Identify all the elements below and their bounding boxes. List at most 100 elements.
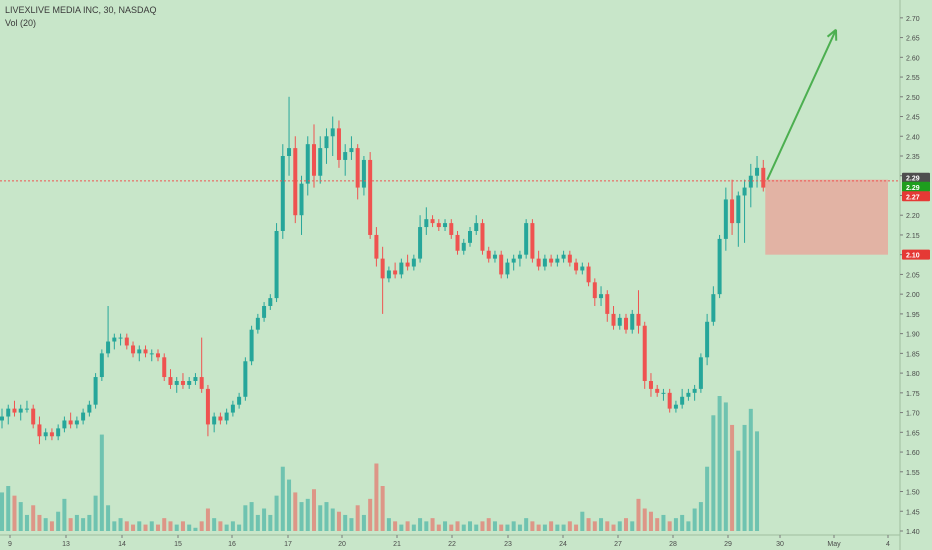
candle-body bbox=[168, 377, 173, 385]
candle-body bbox=[230, 404, 235, 413]
time-tick-label: 20 bbox=[338, 541, 346, 548]
volume-bar bbox=[574, 524, 579, 531]
candle-body bbox=[536, 258, 541, 267]
candle-body bbox=[680, 396, 685, 405]
candle-body bbox=[449, 223, 454, 235]
candle-body bbox=[599, 294, 604, 299]
candle-body bbox=[355, 148, 360, 188]
volume-bar bbox=[499, 524, 504, 531]
candle-body bbox=[62, 420, 67, 429]
candle-body bbox=[505, 262, 510, 275]
volume-bar bbox=[212, 518, 217, 531]
volume-bar bbox=[230, 521, 235, 531]
volume-bar bbox=[255, 514, 260, 531]
volume-bar bbox=[555, 524, 560, 531]
candle-body bbox=[218, 416, 223, 421]
candle-body bbox=[486, 250, 491, 259]
time-tick-label: 30 bbox=[776, 541, 784, 548]
volume-bar bbox=[755, 431, 760, 531]
volume-bar bbox=[436, 524, 441, 531]
volume-bar bbox=[162, 518, 167, 531]
price-tick-label: 2.65 bbox=[906, 36, 920, 43]
price-badge-label: 2.27 bbox=[906, 194, 920, 201]
volume-bar bbox=[24, 514, 29, 531]
candle-body bbox=[586, 266, 591, 283]
candle-body bbox=[692, 388, 697, 393]
volume-bar bbox=[505, 524, 510, 531]
volume-bar bbox=[249, 502, 254, 531]
candle-body bbox=[99, 353, 104, 378]
candle-body bbox=[567, 254, 572, 263]
volume-bar bbox=[31, 505, 36, 531]
volume-bar bbox=[106, 505, 111, 531]
candle-body bbox=[324, 136, 329, 149]
volume-bar bbox=[586, 518, 591, 531]
price-badge bbox=[902, 172, 930, 183]
candle-body bbox=[468, 231, 472, 243]
volume-bar bbox=[430, 518, 435, 531]
volume-bar bbox=[599, 518, 604, 531]
volume-bar bbox=[530, 521, 535, 531]
candle-body bbox=[474, 223, 479, 231]
candle-body bbox=[748, 175, 753, 188]
candle-body bbox=[131, 345, 136, 354]
price-badge bbox=[902, 181, 930, 192]
candle-body bbox=[237, 396, 242, 405]
volume-bar bbox=[449, 524, 454, 531]
time-tick-label: 4 bbox=[886, 541, 890, 548]
volume-bar bbox=[218, 521, 223, 531]
volume-bar bbox=[592, 521, 597, 531]
chart-legend: LIVEXLIVE MEDIA INC, 30, NASDAQ Vol (20) bbox=[5, 4, 157, 30]
volume-bar bbox=[56, 511, 61, 531]
candle-body bbox=[24, 408, 29, 410]
candle-body bbox=[705, 321, 710, 358]
price-overlays bbox=[0, 28, 900, 182]
candle-body bbox=[205, 388, 210, 425]
volume-bar bbox=[605, 521, 610, 531]
candle-body bbox=[112, 337, 117, 342]
volume-bar bbox=[368, 498, 373, 531]
volume-bar bbox=[611, 524, 616, 531]
target-arrow bbox=[766, 29, 837, 181]
candle-body bbox=[368, 159, 373, 235]
volume-bars bbox=[0, 396, 760, 531]
volume-bar bbox=[399, 524, 404, 531]
volume-bar bbox=[174, 524, 179, 531]
candle-body bbox=[0, 416, 4, 421]
candle-body bbox=[405, 262, 410, 267]
candle-body bbox=[723, 199, 728, 239]
candle-body bbox=[499, 254, 504, 275]
volume-bar bbox=[692, 508, 697, 531]
volume-bar bbox=[549, 521, 554, 531]
candle-body bbox=[605, 294, 610, 314]
candle-body bbox=[555, 258, 560, 263]
candle-body bbox=[436, 223, 441, 228]
volume-indicator-label: Vol (20) bbox=[5, 18, 37, 28]
volume-bar bbox=[237, 524, 242, 531]
candle-body bbox=[380, 258, 385, 279]
price-tick-label: 1.85 bbox=[906, 351, 920, 358]
volume-bar bbox=[199, 521, 204, 531]
volume-bar bbox=[137, 521, 142, 531]
time-tick-label: 29 bbox=[724, 541, 732, 548]
volume-bar bbox=[492, 521, 497, 531]
volume-bar bbox=[524, 518, 529, 531]
candle-body bbox=[574, 262, 579, 271]
candle-body bbox=[648, 381, 653, 389]
price-tick-label: 2.00 bbox=[906, 292, 920, 299]
volume-bar bbox=[6, 486, 11, 531]
candle-body bbox=[6, 408, 11, 417]
volume-bar bbox=[474, 524, 479, 531]
volume-bar bbox=[243, 505, 248, 531]
price-tick-label: 2.55 bbox=[906, 75, 920, 82]
price-tick-label: 1.95 bbox=[906, 312, 920, 319]
volume-bar bbox=[361, 514, 366, 531]
volume-bar bbox=[156, 524, 160, 531]
volume-bar bbox=[274, 495, 279, 531]
time-axis: 9 13 14 15 16 17 20 21 22 23 24 27 28 29 30 May 4 bbox=[0, 534, 900, 548]
price-badge-label: 2.29 bbox=[906, 185, 920, 192]
candle-body bbox=[43, 432, 48, 437]
candle-body bbox=[561, 254, 566, 259]
volume-bar bbox=[655, 518, 660, 531]
